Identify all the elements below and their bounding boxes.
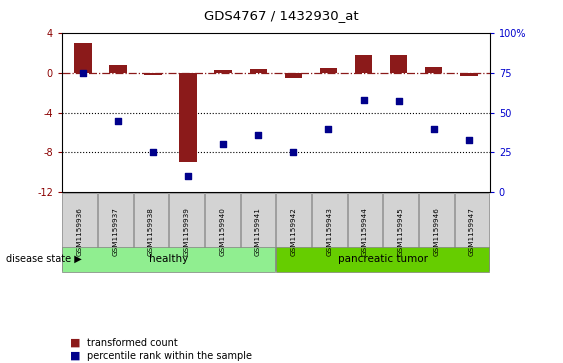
Point (464, 137, 473, 143)
Point (78, 70, 87, 76)
Bar (249, 69, 267, 73)
Bar (180, 73, 197, 163)
Text: GSM1159938: GSM1159938 (148, 207, 154, 256)
Text: percentile rank within the sample: percentile rank within the sample (87, 351, 252, 361)
Bar (285, 73, 302, 78)
Bar (215, 70, 232, 73)
Bar (109, 65, 127, 73)
Text: GSM1159940: GSM1159940 (220, 207, 225, 256)
Text: GSM1159945: GSM1159945 (397, 207, 404, 256)
Text: ■: ■ (70, 351, 81, 361)
Text: GSM1159941: GSM1159941 (255, 207, 261, 256)
Text: GSM1159946: GSM1159946 (434, 207, 439, 256)
Text: pancreatic tumor: pancreatic tumor (338, 254, 428, 264)
Point (394, 98, 403, 104)
Text: transformed count: transformed count (87, 338, 178, 348)
Text: GSM1159936: GSM1159936 (77, 207, 83, 256)
Text: GSM1159942: GSM1159942 (291, 207, 297, 256)
Text: GSM1159943: GSM1159943 (327, 207, 332, 256)
Point (359, 97, 368, 103)
Bar (425, 67, 443, 73)
Bar (74, 43, 92, 73)
Text: GSM1159937: GSM1159937 (113, 207, 118, 256)
Point (289, 150, 298, 155)
Text: healthy: healthy (149, 254, 189, 264)
Bar (460, 73, 477, 76)
Point (254, 132, 263, 138)
Text: GDS4767 / 1432930_at: GDS4767 / 1432930_at (204, 9, 359, 22)
Bar (355, 55, 372, 73)
Text: GSM1159947: GSM1159947 (469, 207, 475, 256)
Text: GSM1159944: GSM1159944 (362, 207, 368, 256)
Point (324, 126, 333, 131)
Bar (320, 68, 337, 73)
Text: ■: ■ (70, 338, 81, 348)
Point (149, 150, 158, 155)
Point (429, 126, 438, 131)
Bar (390, 55, 408, 73)
Bar (144, 73, 162, 75)
Point (219, 142, 228, 147)
Text: GSM1159939: GSM1159939 (184, 207, 190, 256)
Point (114, 118, 123, 123)
Text: disease state ▶: disease state ▶ (6, 254, 82, 264)
Point (184, 174, 193, 179)
